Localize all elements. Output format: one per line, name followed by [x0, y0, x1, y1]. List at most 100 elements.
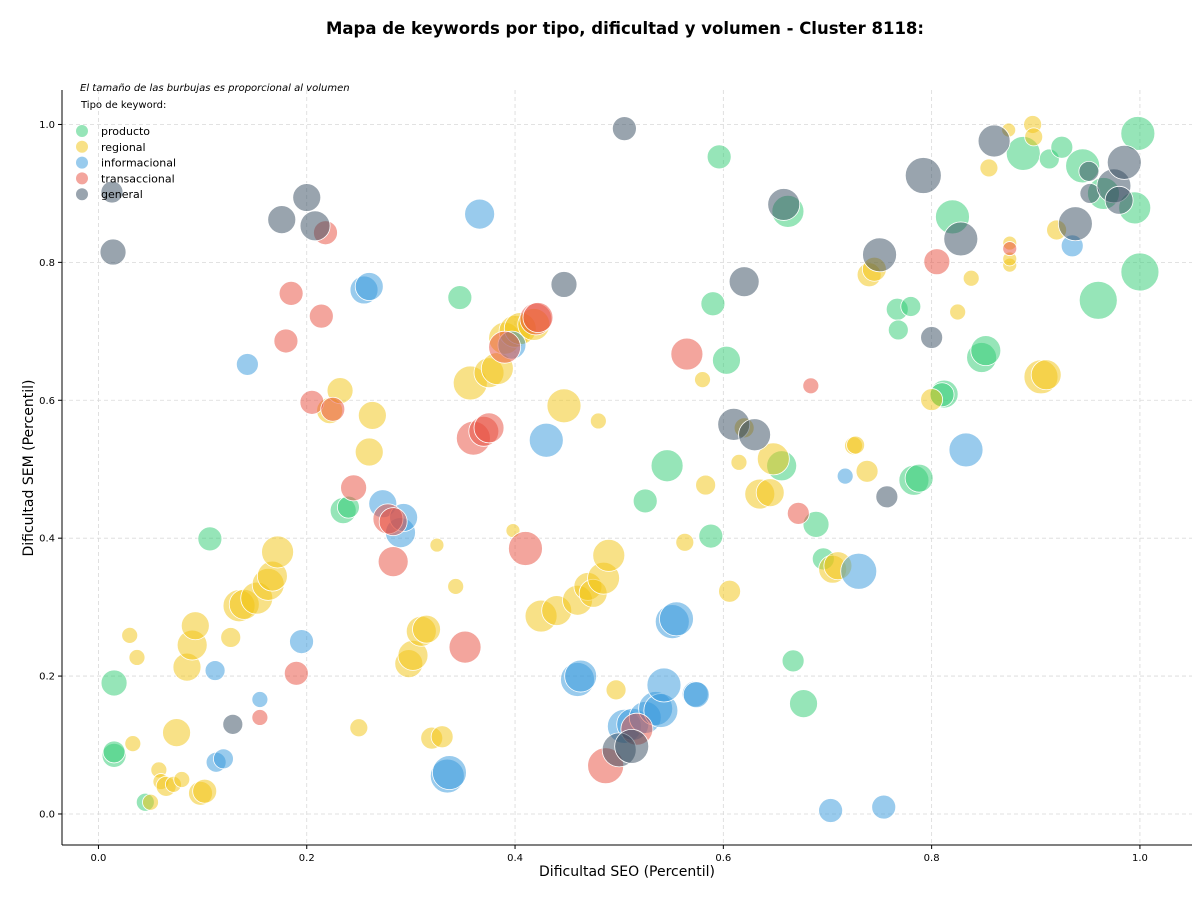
bubble-regional [430, 725, 454, 749]
x-tick-label: 0.0 [90, 853, 106, 864]
bubble-general [1104, 185, 1134, 215]
y-tick-label: 0.4 [39, 534, 55, 545]
legend-swatch-transaccional [76, 172, 88, 185]
bubble-general [767, 188, 801, 221]
bubble-transaccional [320, 396, 346, 422]
bubble-general [99, 238, 127, 266]
bubble-producto [1120, 116, 1156, 151]
bubble-informacional [836, 467, 854, 485]
bubble-regional [756, 442, 790, 476]
bubble-informacional [289, 629, 314, 654]
bubble-general [267, 205, 297, 235]
bubble-regional [128, 649, 146, 666]
bubble-regional [121, 626, 139, 644]
bubble-general [862, 237, 897, 273]
bubble-regional [589, 412, 607, 430]
x-axis-label: Dificultad SEO (Percentil) [539, 864, 715, 880]
bubble-regional [357, 401, 387, 430]
bubble-transaccional [488, 330, 522, 364]
bubble-general [299, 210, 331, 242]
x-tick-label: 0.8 [924, 853, 940, 864]
bubble-general [977, 124, 1011, 158]
bubble-producto [900, 296, 922, 317]
bubble-transaccional [448, 630, 482, 664]
bubble-general [292, 183, 322, 212]
legend-label-transaccional: transaccional [101, 172, 175, 185]
bubble-transaccional [508, 531, 543, 566]
x-tick-label: 0.4 [507, 853, 523, 864]
bubble-transaccional [522, 302, 554, 333]
bubble-informacional [818, 798, 844, 823]
legend-note: El tamaño de las burbujas es proporciona… [80, 83, 350, 94]
bubble-general [1057, 206, 1093, 242]
y-tick-label: 0.6 [39, 396, 55, 407]
x-tick-label: 0.6 [715, 853, 731, 864]
legend-label-informacional: informacional [101, 157, 176, 170]
bubble-producto [197, 526, 223, 552]
bubble-general [920, 326, 944, 349]
bubble-regional [1024, 127, 1044, 147]
bubble-regional [192, 778, 218, 804]
bubble-informacional [354, 272, 384, 301]
bubbles [99, 115, 1160, 823]
bubble-regional [261, 535, 294, 569]
legend: El tamaño de las burbujas es proporciona… [76, 83, 350, 201]
bubble-regional [546, 388, 582, 424]
bubble-producto [789, 689, 818, 719]
bubble-informacional [564, 659, 598, 693]
bubble-transaccional [378, 507, 408, 537]
legend-swatch-informacional [76, 156, 88, 169]
bubble-informacional [528, 422, 564, 458]
bubble-regional [675, 532, 695, 552]
bubble-regional [605, 679, 627, 701]
bubble-general [904, 157, 942, 194]
bubble-informacional [235, 353, 259, 376]
bubble-general [100, 180, 124, 204]
legend-items: producto regional informacional transaccion… [76, 125, 176, 201]
bubble-informacional [251, 691, 269, 708]
bubble-producto [887, 319, 909, 341]
bubble-producto [1120, 252, 1160, 292]
bubble-regional [173, 771, 191, 788]
bubble-informacional [646, 667, 682, 703]
bubble-informacional [871, 794, 897, 820]
legend-swatch-producto [76, 125, 88, 137]
bubble-regional [447, 578, 465, 595]
x-tick-label: 0.2 [299, 853, 315, 864]
bubble-transaccional [670, 337, 704, 371]
bubble-regional [949, 303, 967, 321]
bubble-informacional [840, 552, 878, 590]
bubble-producto [102, 740, 126, 764]
bubble-regional [1030, 359, 1062, 391]
legend-swatch-general [76, 188, 88, 201]
bubble-general [222, 713, 244, 735]
bubble-transaccional [308, 303, 334, 329]
bubble-producto [632, 488, 658, 514]
bubble-general [611, 116, 637, 142]
bubble-regional [124, 735, 142, 753]
bubble-producto [1078, 280, 1118, 320]
legend-title: Tipo de keyword: [80, 100, 166, 111]
bubble-producto [100, 669, 128, 697]
bubble-informacional [213, 748, 234, 770]
bubble-regional [730, 453, 748, 471]
bubble-regional [180, 611, 210, 641]
axes [61, 90, 1192, 846]
bubble-regional [695, 474, 717, 496]
y-tick-label: 0.0 [39, 809, 55, 820]
bubble-producto [698, 523, 724, 549]
bubble-general [550, 271, 578, 298]
bubble-transaccional [802, 377, 820, 395]
bubble-producto [970, 335, 1002, 367]
bubble-regional [220, 627, 242, 648]
bubble-transaccional [283, 660, 309, 686]
bubble-transaccional [473, 412, 505, 444]
bubble-informacional [682, 681, 710, 709]
bubble-regional [162, 718, 191, 748]
bubble-regional [846, 435, 866, 455]
legend-swatch-regional [76, 140, 88, 153]
bubble-regional [142, 793, 159, 811]
bubble-producto [781, 649, 805, 673]
bubble-transaccional [299, 389, 325, 415]
